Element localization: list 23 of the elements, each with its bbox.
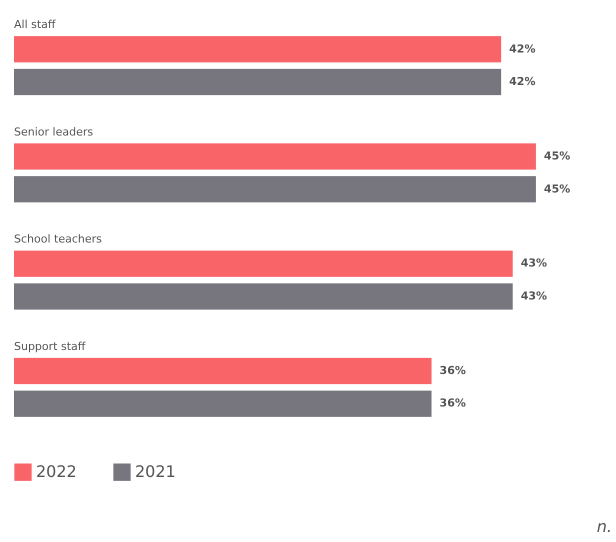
legend-label: 2022	[36, 462, 77, 482]
data-label: 43%	[520, 256, 548, 270]
data-label: 36%	[440, 364, 466, 377]
data-label: 45%	[544, 150, 570, 163]
bar	[14, 390, 432, 417]
data-label: 36%	[440, 396, 466, 410]
bar	[14, 68, 502, 96]
bar	[14, 358, 432, 384]
y-tick-label: All staff	[14, 18, 56, 32]
y-tick-label: Senior leaders	[14, 125, 94, 138]
bar	[14, 176, 536, 202]
data-label: 42%	[509, 42, 536, 56]
bar	[14, 250, 513, 277]
y-tick-label: Support staff	[14, 340, 86, 353]
bar	[14, 143, 536, 170]
text: n.	[596, 517, 612, 536]
data-label: 43%	[520, 289, 548, 302]
data-label: 42%	[509, 75, 536, 88]
legend-label: 2021	[135, 462, 176, 482]
y-tick-label: School teachers	[14, 232, 102, 246]
data-label: 45%	[544, 182, 570, 196]
bar	[14, 36, 502, 62]
bar	[14, 283, 513, 310]
